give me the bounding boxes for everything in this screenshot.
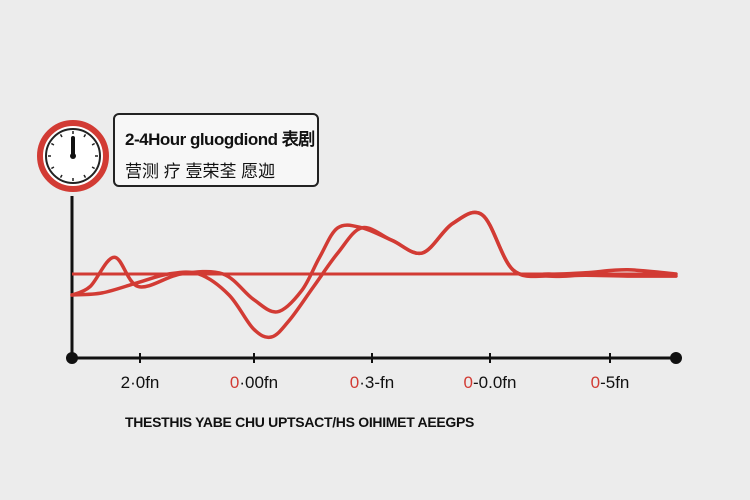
x-tick-label-lead: 0 <box>349 373 360 392</box>
clock-icon <box>37 120 109 192</box>
clock-tick <box>59 133 63 138</box>
clock-tick <box>59 174 63 179</box>
x-axis-caption: THESTHIS YABE CHU UPTSACT/HS OIHIMET AEE… <box>125 414 475 430</box>
chart-marks <box>70 210 678 340</box>
legend-box: 2-4Hour gluogdiond 表剧 营测 疗 壹荣荃 愿迦 <box>113 113 319 187</box>
x-tick-label: 0·3-fn <box>350 373 394 393</box>
x-tick-label-lead: 0 <box>229 373 240 392</box>
series-line-2 <box>70 210 678 340</box>
clock-tick <box>83 133 87 138</box>
x-tick-label-lead: 0 <box>463 373 473 392</box>
clock-tick <box>83 174 87 179</box>
x-tick-label-rest: ·00fn <box>239 373 279 392</box>
series-line-1 <box>70 210 678 314</box>
x-tick-label-rest: -0.0fn <box>472 373 517 392</box>
x-tick-label-rest: 2·0fn <box>120 373 160 392</box>
x-tick-label-lead: 0 <box>590 373 601 392</box>
x-tick-label: 0-0.0fn <box>464 373 517 393</box>
x-tick-label: 0·00fn <box>230 373 278 393</box>
clock-tick <box>91 166 96 170</box>
x-axis-start-dot <box>66 352 78 364</box>
clock-tick <box>50 166 55 170</box>
x-tick-label-rest: -5fn <box>600 373 630 392</box>
x-tick-label: 0-5fn <box>591 373 630 393</box>
x-axis-end-dot <box>670 352 682 364</box>
legend-title: 2-4Hour gluogdiond 表剧 <box>125 130 315 149</box>
chart-axes <box>66 196 682 364</box>
x-tick-label: 2·0fn <box>121 373 160 393</box>
legend-subtitle: 营测 疗 壹荣荃 愿迦 <box>125 162 276 181</box>
x-tick-label-rest: ·3-fn <box>359 373 395 392</box>
clock-tick <box>50 142 55 146</box>
clock-tick <box>91 142 96 146</box>
